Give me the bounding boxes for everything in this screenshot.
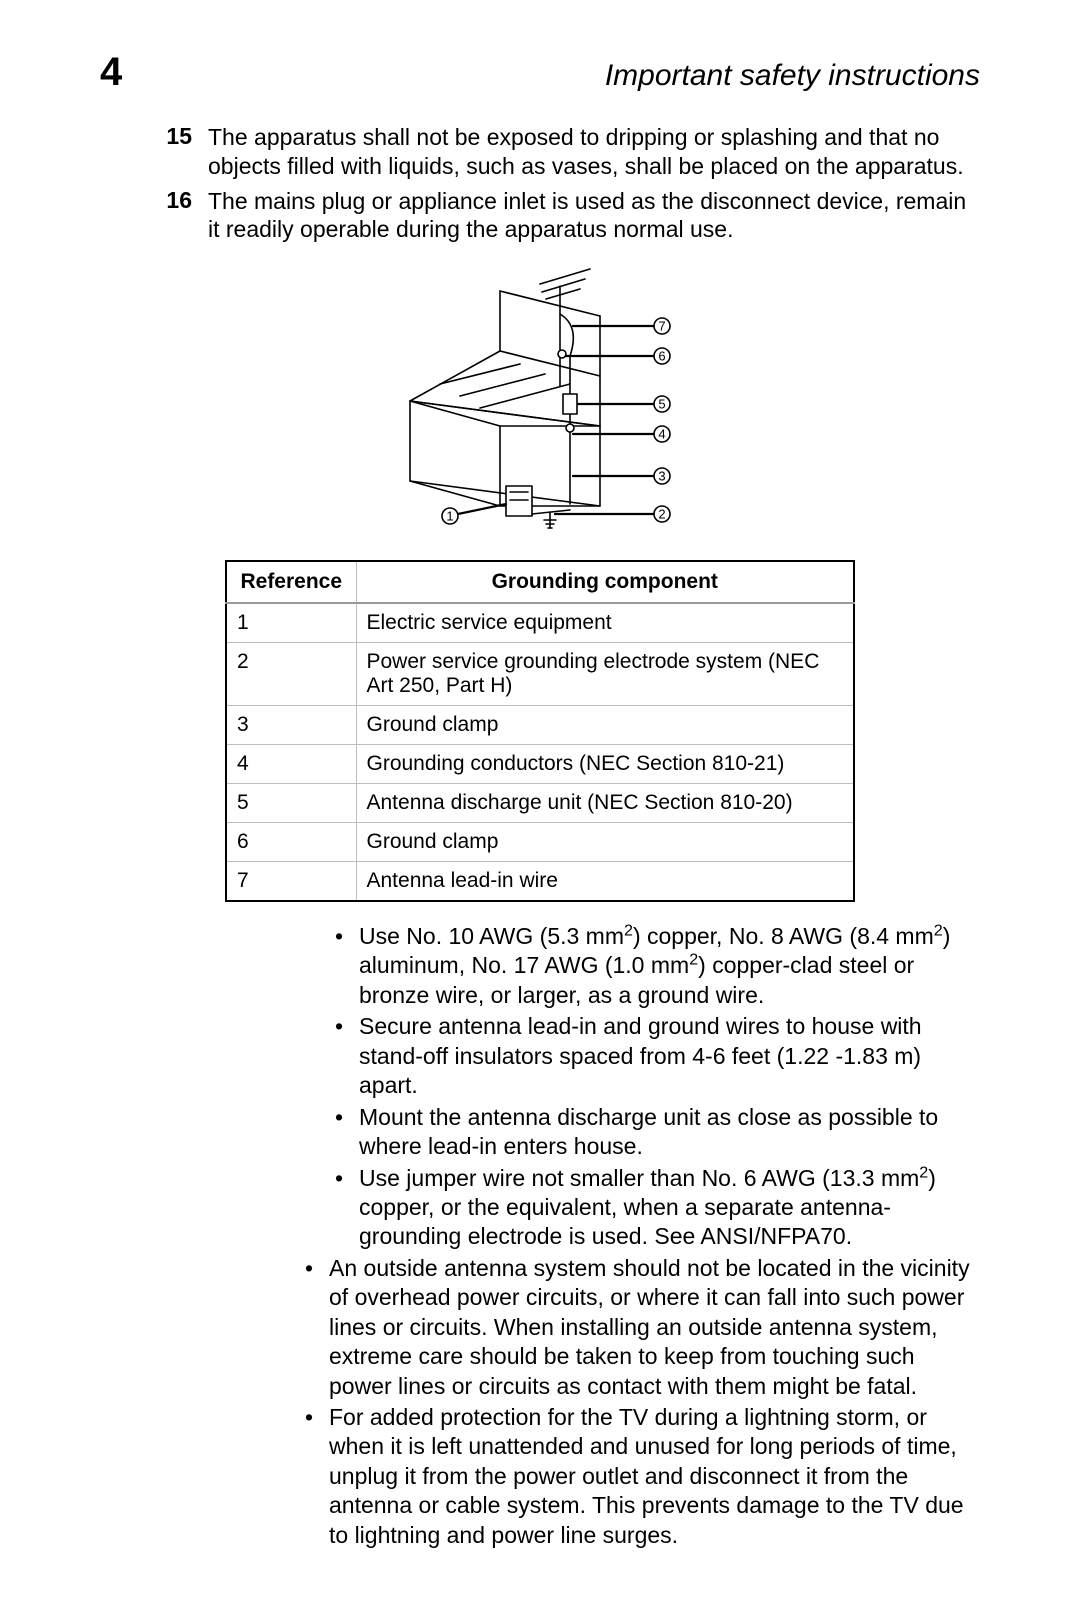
table-row: 2Power service grounding electrode syste… <box>226 643 854 706</box>
callout-label: 7 <box>658 319 665 334</box>
list-item: •Use jumper wire not smaller than No. 6 … <box>335 1164 980 1252</box>
table-row: 3Ground clamp <box>226 706 854 745</box>
callout-label: 1 <box>446 509 453 524</box>
table-row: 6Ground clamp <box>226 823 854 862</box>
item-text: The apparatus shall not be exposed to dr… <box>208 123 980 181</box>
bullet-icon: • <box>335 1012 345 1100</box>
col-header-component: Grounding component <box>356 561 854 603</box>
numbered-item: 15 The apparatus shall not be exposed to… <box>100 123 980 181</box>
callout-label: 6 <box>658 349 665 364</box>
table-row: 7Antenna lead-in wire <box>226 862 854 902</box>
table-row: 5Antenna discharge unit (NEC Section 810… <box>226 784 854 823</box>
col-header-reference: Reference <box>226 561 356 603</box>
item-number: 16 <box>162 187 192 245</box>
table-row: 1Electric service equipment <box>226 603 854 643</box>
section-title: Important safety instructions <box>605 59 980 93</box>
callout-label: 4 <box>658 427 665 442</box>
callout-label: 3 <box>658 469 665 484</box>
list-item: •For added protection for the TV during … <box>305 1403 980 1550</box>
bullet-list: •Use No. 10 AWG (5.3 mm2) copper, No. 8 … <box>100 922 980 1550</box>
bullet-icon: • <box>305 1403 315 1550</box>
table-row: 4Grounding conductors (NEC Section 810-2… <box>226 745 854 784</box>
bullet-icon: • <box>335 1164 345 1252</box>
numbered-item: 16 The mains plug or appliance inlet is … <box>100 187 980 245</box>
list-item: •Use No. 10 AWG (5.3 mm2) copper, No. 8 … <box>335 922 980 1010</box>
grounding-table: Reference Grounding component 1Electric … <box>225 560 855 902</box>
callout-label: 5 <box>658 397 665 412</box>
page-header: 4 Important safety instructions <box>100 50 980 95</box>
page: 4 Important safety instructions 15 The a… <box>0 0 1080 1612</box>
item-number: 15 <box>162 123 192 181</box>
item-text: The mains plug or appliance inlet is use… <box>208 187 980 245</box>
bullet-icon: • <box>305 1254 315 1401</box>
bullet-icon: • <box>335 1103 345 1162</box>
page-number: 4 <box>100 50 121 95</box>
list-item: •Mount the antenna discharge unit as clo… <box>335 1103 980 1162</box>
callout-label: 2 <box>658 507 665 522</box>
list-item: •An outside antenna system should not be… <box>305 1254 980 1401</box>
grounding-diagram: 7 6 5 4 3 2 1 <box>100 256 980 536</box>
bullet-icon: • <box>335 922 345 1010</box>
list-item: •Secure antenna lead-in and ground wires… <box>335 1012 980 1100</box>
